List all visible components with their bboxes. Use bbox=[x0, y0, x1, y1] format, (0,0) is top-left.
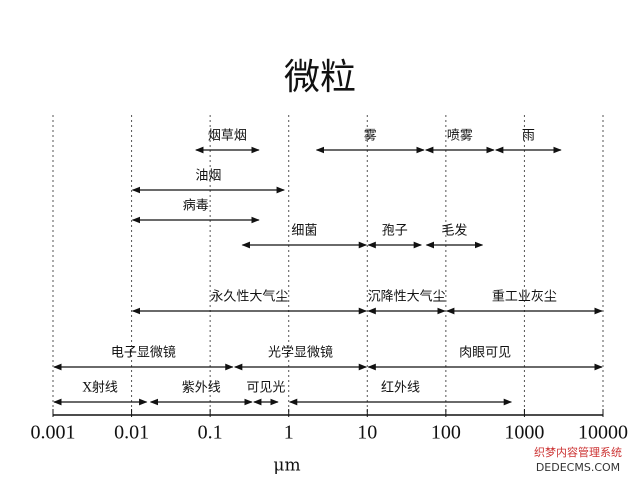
watermark: 织梦内容管理系统 bbox=[534, 445, 622, 459]
x-axis-label: μm bbox=[273, 456, 300, 476]
x-tick-label: 10 bbox=[357, 422, 377, 444]
range-label: 可见光 bbox=[246, 381, 285, 396]
x-tick-label: 0.1 bbox=[198, 422, 223, 444]
range-label: 雾 bbox=[364, 129, 377, 144]
range-label: 毛发 bbox=[441, 223, 467, 239]
range-label: 红外线 bbox=[381, 380, 420, 396]
watermark: DEDECMS.COM bbox=[536, 461, 620, 474]
x-tick-label: 100 bbox=[431, 422, 461, 444]
range-label: 沉降性大气尘 bbox=[368, 289, 446, 305]
watermark-bg bbox=[518, 444, 640, 480]
x-tick-label: 0.001 bbox=[31, 422, 76, 444]
x-tick-label: 1 bbox=[284, 422, 294, 444]
range-label: 重工业灰尘 bbox=[492, 289, 557, 305]
x-tick-label: 1000 bbox=[504, 422, 544, 444]
chart-title: 微粒 bbox=[284, 57, 356, 98]
range-label: 肉眼可见 bbox=[459, 346, 511, 361]
x-tick-label: 0.01 bbox=[114, 422, 149, 444]
range-label: 细菌 bbox=[291, 224, 317, 239]
range-label: 光学显微镜 bbox=[268, 345, 333, 361]
range-label: 病毒 bbox=[183, 199, 209, 214]
range-label: 紫外线 bbox=[182, 381, 221, 396]
range-label: 雨 bbox=[522, 129, 535, 144]
range-label: 烟草烟 bbox=[208, 129, 247, 144]
range-label: 孢子 bbox=[382, 224, 408, 239]
x-tick-label: 10000 bbox=[578, 422, 628, 444]
range-label: X射线 bbox=[83, 380, 118, 396]
range-label: 油烟 bbox=[195, 169, 221, 184]
range-label: 喷雾 bbox=[447, 129, 473, 144]
range-label: 电子显微镜 bbox=[111, 346, 176, 361]
range-label: 永久性大气尘 bbox=[210, 289, 288, 305]
